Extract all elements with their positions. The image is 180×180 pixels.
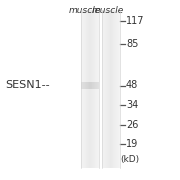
Bar <box>106 10 107 168</box>
Bar <box>119 10 120 168</box>
Bar <box>85 82 86 89</box>
Bar <box>88 82 89 89</box>
Bar <box>94 10 95 168</box>
Text: 117: 117 <box>126 16 145 26</box>
Bar <box>94 10 95 168</box>
Bar <box>89 82 90 89</box>
Bar <box>95 82 96 89</box>
Bar <box>95 10 96 168</box>
Bar <box>84 82 85 89</box>
Bar <box>109 10 110 168</box>
Bar <box>113 10 114 168</box>
Bar <box>92 82 93 89</box>
Text: muscle: muscle <box>68 6 101 15</box>
Text: SESN1--: SESN1-- <box>5 80 50 91</box>
Text: muscle: muscle <box>92 6 124 15</box>
Text: 34: 34 <box>126 100 138 110</box>
Bar <box>98 10 99 168</box>
Bar <box>111 10 112 168</box>
Bar <box>105 10 106 168</box>
Bar <box>83 82 84 89</box>
Bar <box>88 10 89 168</box>
Bar <box>82 10 83 168</box>
Bar <box>115 10 116 168</box>
Bar <box>91 10 92 168</box>
Text: (kD): (kD) <box>121 155 140 164</box>
Bar <box>118 10 119 168</box>
Bar <box>81 82 82 89</box>
Bar <box>110 10 111 168</box>
Bar <box>86 10 87 168</box>
Bar <box>102 10 103 168</box>
Bar <box>107 10 108 168</box>
Bar <box>81 10 82 168</box>
Bar <box>112 10 113 168</box>
Bar <box>92 10 93 168</box>
Bar <box>91 82 92 89</box>
Bar <box>117 10 118 168</box>
Bar <box>87 82 88 89</box>
Bar <box>90 10 91 168</box>
Bar <box>116 10 117 168</box>
Bar <box>84 10 85 168</box>
Bar <box>104 10 105 168</box>
Bar <box>96 82 97 89</box>
Bar <box>90 82 91 89</box>
Bar <box>87 10 88 168</box>
Bar <box>114 10 115 168</box>
Bar <box>103 10 104 168</box>
Bar <box>94 82 95 89</box>
Bar <box>96 10 97 168</box>
Bar <box>103 10 104 168</box>
Text: 19: 19 <box>126 139 138 149</box>
Text: 48: 48 <box>126 80 138 91</box>
Bar <box>82 82 83 89</box>
Bar <box>93 82 94 89</box>
Bar <box>93 10 94 168</box>
Bar <box>98 82 99 89</box>
Bar <box>89 10 90 168</box>
Bar <box>86 82 87 89</box>
Bar <box>97 10 98 168</box>
Bar <box>97 82 98 89</box>
Bar <box>85 10 86 168</box>
Text: 26: 26 <box>126 120 138 130</box>
Bar <box>83 10 84 168</box>
Text: 85: 85 <box>126 39 138 49</box>
Bar <box>108 10 109 168</box>
